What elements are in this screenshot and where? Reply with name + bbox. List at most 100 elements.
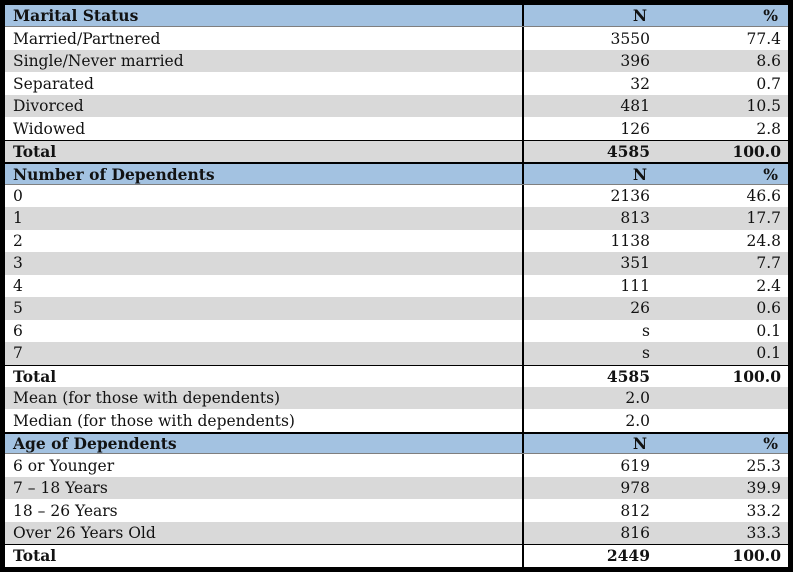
row-label: Mean (for those with dependents) (5, 386, 524, 410)
section-header-row: Number of Dependents N % (5, 162, 788, 185)
cell-pct: 10.5 (746, 97, 781, 116)
row-label: 6 (5, 319, 524, 343)
cell-pct: 8.6 (756, 52, 781, 71)
row-label: 18 – 26 Years (5, 499, 524, 522)
table-row: 7 – 18 Years 978 39.9 (5, 476, 788, 500)
row-label: Separated (5, 72, 524, 95)
table-row: Total 4585 100.0 (5, 139, 788, 163)
column-header-n: N (632, 434, 647, 454)
cell-n: 812 (620, 501, 650, 520)
table-section: Marital Status N % Married/Partnered 355… (5, 5, 788, 163)
table-row: Median (for those with dependents) 2.0 (5, 409, 788, 432)
row-label: 7 (5, 342, 524, 365)
row-label: Divorced (5, 94, 524, 118)
table-row: Divorced 481 10.5 (5, 94, 788, 118)
table-row: Single/Never married 396 8.6 (5, 49, 788, 73)
row-label: Widowed (5, 117, 524, 140)
column-header-pct: % (763, 164, 778, 184)
section-title: Marital Status (5, 5, 524, 27)
cell-n: 619 (620, 456, 650, 475)
cell-pct: 24.8 (746, 231, 781, 250)
cell-n: 813 (620, 209, 650, 228)
cell-pct: 39.9 (746, 479, 781, 498)
cell-n: 978 (620, 479, 650, 498)
cell-n: 26 (630, 299, 650, 318)
cell-pct: 33.2 (746, 501, 781, 520)
cell-n: 111 (620, 276, 650, 295)
table-row: Over 26 Years Old 816 33.3 (5, 521, 788, 545)
row-label: Total (5, 365, 524, 387)
cell-pct: 0.7 (756, 74, 781, 93)
cell-pct: 2.4 (756, 276, 781, 295)
section-title: Number of Dependents (5, 164, 524, 184)
table-row: Total 4585 100.0 (5, 364, 788, 387)
table-section: Number of Dependents N % 0 2136 46.6 1 8… (5, 162, 788, 432)
table-row: Married/Partnered 3550 77.4 (5, 27, 788, 50)
column-header-n: N (632, 164, 647, 184)
cell-n: s (642, 321, 650, 340)
cell-n: 126 (620, 119, 650, 138)
table-row: 4 111 2.4 (5, 274, 788, 298)
table-row: Separated 32 0.7 (5, 72, 788, 95)
row-label: 2 (5, 229, 524, 253)
table-row: 18 – 26 Years 812 33.2 (5, 499, 788, 522)
row-label: 3 (5, 252, 524, 275)
row-label: Married/Partnered (5, 27, 524, 50)
row-label: Median (for those with dependents) (5, 409, 524, 432)
cell-n: 481 (620, 97, 650, 116)
column-header-pct: % (763, 434, 778, 454)
table-row: 1 813 17.7 (5, 207, 788, 230)
cell-pct: 7.7 (756, 254, 781, 273)
table-row: 2 1138 24.8 (5, 229, 788, 253)
row-label: 4 (5, 274, 524, 298)
cell-pct: 46.6 (746, 186, 781, 205)
row-label: 0 (5, 184, 524, 208)
cell-n: 32 (630, 74, 650, 93)
cell-n: 396 (620, 52, 650, 71)
row-label: Total (5, 545, 524, 567)
row-label: Over 26 Years Old (5, 521, 524, 545)
section-title: Age of Dependents (5, 433, 524, 454)
table-row: 6 or Younger 619 25.3 (5, 454, 788, 477)
cell-pct: 0.6 (756, 299, 781, 318)
cell-pct: 2.8 (756, 119, 781, 138)
table-section: Age of Dependents N % 6 or Younger 619 2… (5, 431, 788, 567)
cell-pct: 33.3 (746, 524, 781, 543)
cell-pct: 100.0 (732, 366, 781, 386)
table-row: 5 26 0.6 (5, 297, 788, 320)
table-row: 6 s 0.1 (5, 319, 788, 343)
cell-n: 2.0 (625, 389, 650, 408)
table-row: Widowed 126 2.8 (5, 117, 788, 140)
cell-n: 4585 (606, 366, 650, 386)
cell-pct: 25.3 (746, 456, 781, 475)
row-label: Total (5, 140, 524, 163)
section-header-row: Age of Dependents N % (5, 431, 788, 455)
cell-n: 816 (620, 524, 650, 543)
cell-n: 2136 (610, 186, 650, 205)
cell-pct: 0.1 (756, 321, 781, 340)
section-header-row: Marital Status N % (5, 5, 788, 28)
cell-n: 3550 (610, 29, 650, 48)
row-label: 5 (5, 297, 524, 320)
table-row: Mean (for those with dependents) 2.0 (5, 386, 788, 410)
cell-n: 351 (620, 254, 650, 273)
cell-pct: 0.1 (756, 344, 781, 363)
row-label: 1 (5, 207, 524, 230)
cell-n: 2.0 (625, 411, 650, 430)
column-header-pct: % (763, 6, 778, 26)
row-label: Single/Never married (5, 49, 524, 73)
cell-n: 4585 (606, 142, 650, 162)
cell-n: 1138 (610, 231, 650, 250)
table-row: 3 351 7.7 (5, 252, 788, 275)
table-row: 0 2136 46.6 (5, 184, 788, 208)
cell-pct: 77.4 (746, 29, 781, 48)
cell-n: 2449 (606, 546, 650, 566)
cell-pct: 17.7 (746, 209, 781, 228)
cell-pct: 100.0 (732, 142, 781, 162)
table-row: Total 2449 100.0 (5, 544, 788, 567)
table-row: 7 s 0.1 (5, 342, 788, 365)
cell-n: s (642, 344, 650, 363)
cell-pct: 100.0 (732, 546, 781, 566)
row-label: 7 – 18 Years (5, 476, 524, 500)
